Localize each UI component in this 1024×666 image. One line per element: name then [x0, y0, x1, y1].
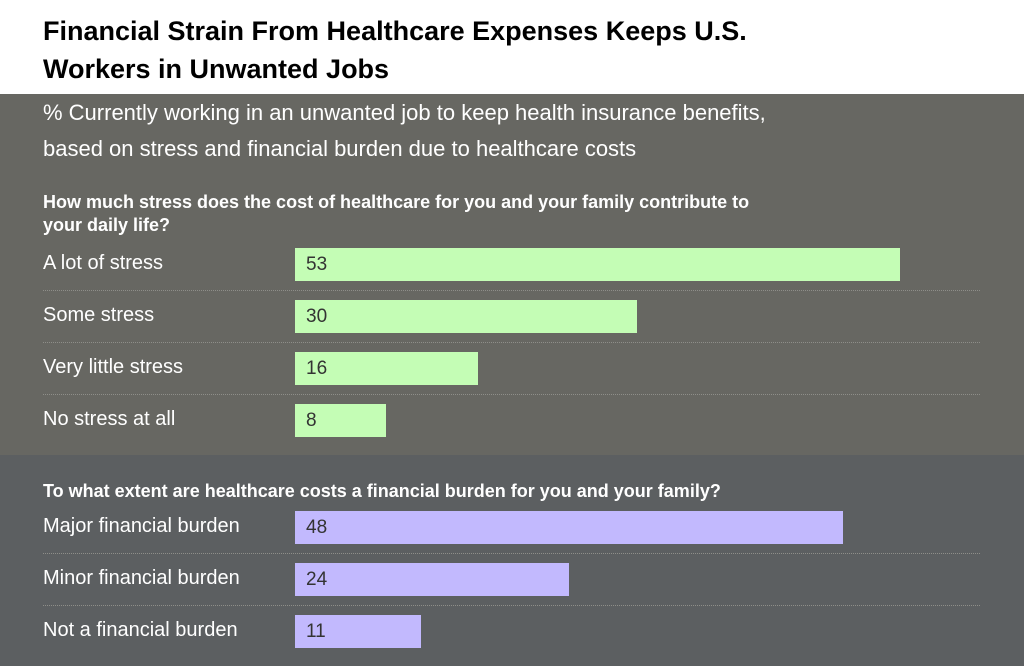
- stress-bar: [295, 352, 478, 385]
- burden-value-label: 48: [306, 517, 328, 538]
- chart-title-line-2: Workers in Unwanted Jobs: [43, 54, 390, 84]
- chart-subtitle-line-2: based on stress and financial burden due…: [43, 136, 637, 161]
- stress-question-line-1: How much stress does the cost of healthc…: [43, 192, 750, 212]
- title-block: Financial Strain From Healthcare Expense…: [0, 0, 1024, 94]
- burden-value-label: 24: [306, 569, 328, 590]
- stress-row-divider: [43, 394, 980, 395]
- burden-category-label: Not a financial burden: [43, 619, 238, 641]
- burden-value-label: 11: [306, 621, 326, 642]
- stress-value-label: 30: [306, 306, 328, 327]
- stress-bar: [295, 300, 637, 333]
- burden-row-divider: [43, 553, 980, 554]
- burden-bar: [295, 615, 421, 648]
- stress-category-label: A lot of stress: [43, 252, 164, 274]
- chart-title-line-1: Financial Strain From Healthcare Expense…: [43, 16, 747, 46]
- stress-bar: [295, 404, 386, 437]
- burden-bar: [295, 563, 569, 596]
- stress-row-divider: [43, 342, 980, 343]
- financial-burden-question: To what extent are healthcare costs a fi…: [43, 481, 721, 501]
- chart-subtitle-line-1: % Currently working in an unwanted job t…: [43, 100, 766, 125]
- burden-category-label: Minor financial burden: [43, 567, 240, 589]
- stress-category-label: Some stress: [43, 304, 155, 326]
- burden-bar: [295, 511, 843, 544]
- stress-bar: [295, 248, 900, 281]
- stress-category-label: Very little stress: [43, 356, 184, 378]
- stress-value-label: 8: [306, 410, 317, 431]
- stress-value-label: 16: [306, 358, 328, 379]
- stress-row-divider: [43, 290, 980, 291]
- stress-question-line-2: your daily life?: [43, 215, 171, 235]
- burden-category-label: Major financial burden: [43, 515, 240, 537]
- stress-category-label: No stress at all: [43, 408, 176, 430]
- financial-burden-panel: [0, 455, 1024, 666]
- burden-row-divider: [43, 605, 980, 606]
- stress-value-label: 53: [306, 254, 328, 275]
